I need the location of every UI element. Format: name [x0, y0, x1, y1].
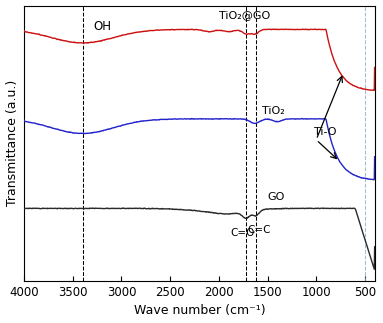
X-axis label: Wave number (cm⁻¹): Wave number (cm⁻¹) [134, 305, 265, 318]
Text: TiO₂: TiO₂ [262, 106, 285, 116]
Text: C=O: C=O [230, 228, 254, 238]
Text: TiO₂@GO: TiO₂@GO [219, 10, 270, 20]
Text: GO: GO [268, 192, 285, 202]
Y-axis label: Transmittance (a.u.): Transmittance (a.u.) [6, 80, 18, 206]
Text: Ti-O: Ti-O [314, 127, 337, 137]
Text: OH: OH [93, 20, 111, 33]
Text: C=C: C=C [247, 225, 270, 235]
